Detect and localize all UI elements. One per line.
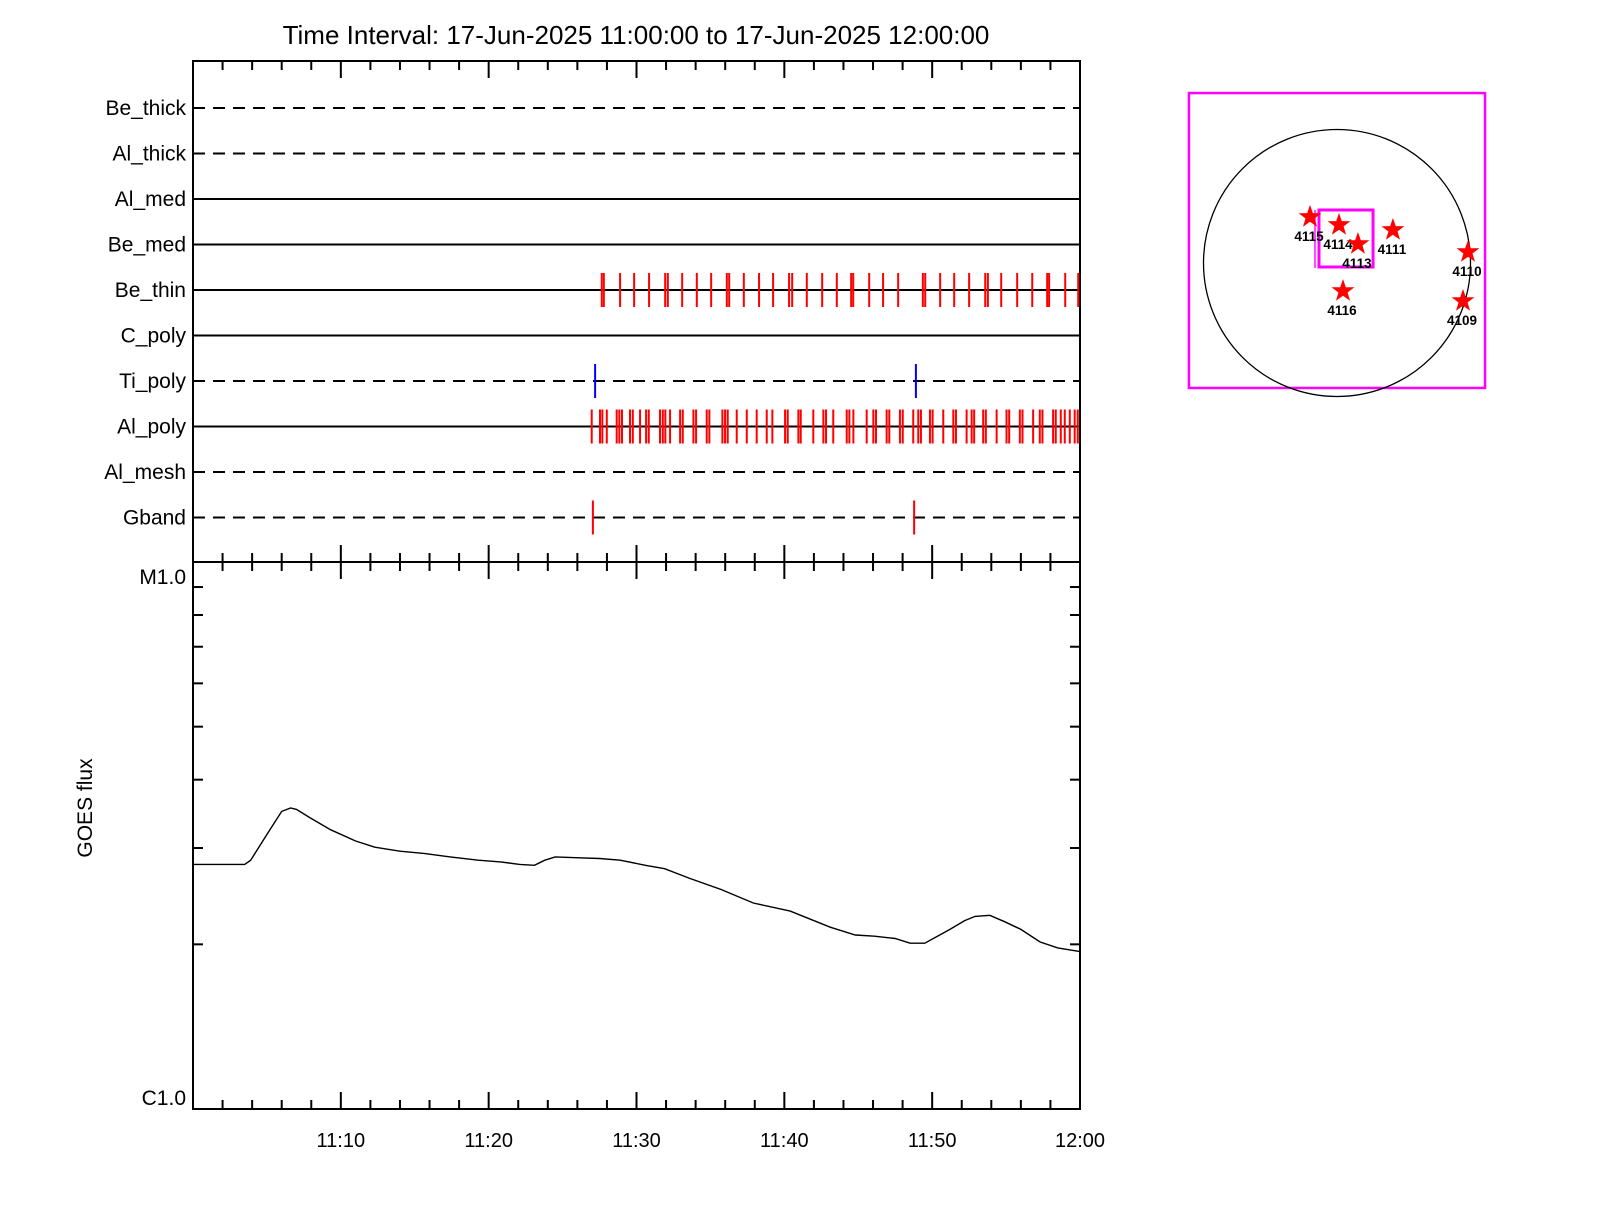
filter-row-label: Ti_poly — [119, 370, 186, 393]
active-region-star — [1327, 213, 1351, 235]
active-region-star — [1331, 279, 1355, 301]
y-axis-top-label: M1.0 — [139, 566, 186, 589]
filter-row-label: Al_thick — [112, 143, 186, 166]
active-region-label: 4109 — [1447, 313, 1477, 328]
filter-row-label: Gband — [123, 507, 186, 530]
filter-row-label: C_poly — [121, 325, 187, 348]
fov-box — [1317, 208, 1375, 269]
x-axis-tick-label: 11:40 — [760, 1130, 809, 1152]
filter-row-label: Be_thick — [105, 97, 186, 120]
goes-y-axis-title: GOES flux — [74, 758, 97, 858]
active-region-star — [1346, 232, 1370, 254]
sun-inset-border — [1187, 91, 1487, 390]
active-region-star — [1381, 218, 1405, 240]
filter-row-label: Al_mesh — [104, 461, 186, 484]
solar-limb-circle — [1202, 128, 1472, 398]
x-axis-tick-label: 11:30 — [612, 1130, 661, 1152]
filter-row-label: Be_thin — [115, 279, 186, 302]
goes-flux-curve — [193, 807, 1081, 953]
y-axis-bottom-label: C1.0 — [142, 1087, 186, 1110]
filter-row-label: Al_poly — [117, 416, 186, 439]
active-region-label: 4111 — [1378, 242, 1407, 257]
active-region-label: 4113 — [1342, 256, 1372, 271]
filter-row-label: Be_med — [108, 234, 186, 257]
exposure-timeline-panel: Be_thick Al_thick Al_med Be_med Be_thin C_pol… — [104, 60, 1081, 563]
active-region-label: 4110 — [1452, 264, 1481, 279]
active-region-star — [1298, 204, 1322, 227]
plot-title: Time Interval: 17-Jun-2025 11:00:00 to 1… — [283, 20, 990, 50]
goes-flux-panel: 11:10 11:20 11:30 11:40 11:50 12:00 — [192, 561, 1105, 1152]
x-axis-tick-label: 11:10 — [317, 1130, 366, 1152]
x-axis-tick-label: 11:20 — [464, 1130, 513, 1152]
active-region-label: 4114 — [1323, 237, 1353, 252]
exposure-panel-border — [192, 60, 1081, 563]
filter-row-label: Al_med — [115, 188, 186, 211]
active-region-star — [1451, 289, 1475, 311]
x-axis-tick-label: 12:00 — [1055, 1130, 1105, 1152]
active-region-label: 4116 — [1327, 303, 1357, 318]
active-region-star — [1456, 240, 1480, 262]
active-region-label: 4115 — [1294, 229, 1324, 244]
goes-panel-border — [192, 561, 1081, 1110]
x-axis-tick-label: 11:50 — [908, 1130, 957, 1152]
